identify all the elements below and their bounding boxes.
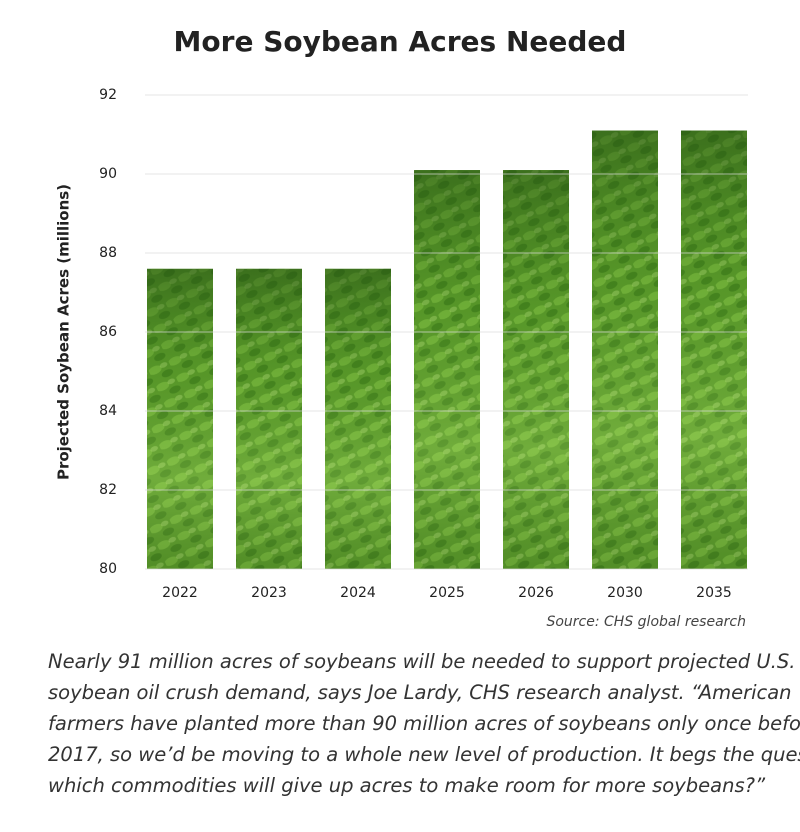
- bar-shade: [236, 268, 302, 569]
- caption: Nearly 91 million acres of soybeans will…: [48, 646, 800, 801]
- bar-shade: [503, 170, 569, 570]
- caption-line: 2017, so we’d be moving to a whole new l…: [48, 743, 800, 766]
- chart-title: More Soybean Acres Needed: [174, 25, 627, 58]
- y-tick-label: 82: [99, 482, 117, 498]
- x-tick-label: 2035: [696, 585, 732, 601]
- y-tick-label: 88: [99, 245, 117, 261]
- caption-line: which commodities will give up acres to …: [48, 774, 766, 797]
- x-tick-label: 2030: [607, 585, 643, 601]
- caption-line: Nearly 91 million acres of soybeans will…: [48, 650, 796, 673]
- y-tick-label: 92: [99, 87, 117, 103]
- caption-line: soybean oil crush demand, says Joe Lardy…: [48, 681, 792, 704]
- x-tick-label: 2025: [429, 585, 465, 601]
- x-tick-label: 2026: [518, 585, 554, 601]
- y-axis-label: Projected Soybean Acres (millions): [55, 184, 73, 480]
- bar-shade: [147, 268, 213, 569]
- y-tick-label: 80: [99, 561, 117, 577]
- chart: More Soybean Acres Needed Projected Soyb…: [55, 25, 748, 630]
- caption-line: farmers have planted more than 90 millio…: [48, 712, 800, 735]
- bar-shade: [325, 268, 391, 569]
- bar-shade: [681, 130, 747, 570]
- y-tick-label: 84: [99, 403, 117, 419]
- y-tick-label: 90: [99, 166, 117, 182]
- x-tick-label: 2024: [340, 585, 376, 601]
- y-tick-label: 86: [99, 324, 117, 340]
- x-tick-label: 2023: [251, 585, 287, 601]
- bar-shade: [414, 170, 480, 570]
- x-tick-label: 2022: [162, 585, 198, 601]
- source: Source: CHS global research: [546, 614, 746, 630]
- bar-shade: [592, 130, 658, 570]
